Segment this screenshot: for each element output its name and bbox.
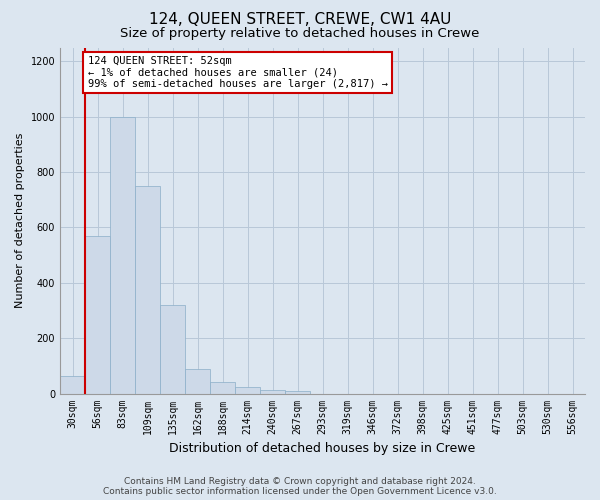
Bar [85,236,110,394]
Bar [210,382,235,394]
Bar [235,388,260,394]
Text: Contains HM Land Registry data © Crown copyright and database right 2024.
Contai: Contains HM Land Registry data © Crown c… [103,476,497,496]
Text: Size of property relative to detached houses in Crewe: Size of property relative to detached ho… [121,28,479,40]
Bar [110,116,135,394]
Bar [185,368,210,394]
Bar [135,186,160,394]
Y-axis label: Number of detached properties: Number of detached properties [15,133,25,308]
Bar [260,390,285,394]
Bar [285,391,310,394]
Bar [60,376,85,394]
Text: 124, QUEEN STREET, CREWE, CW1 4AU: 124, QUEEN STREET, CREWE, CW1 4AU [149,12,451,28]
X-axis label: Distribution of detached houses by size in Crewe: Distribution of detached houses by size … [169,442,476,455]
Text: 124 QUEEN STREET: 52sqm
← 1% of detached houses are smaller (24)
99% of semi-det: 124 QUEEN STREET: 52sqm ← 1% of detached… [88,56,388,89]
Bar [160,305,185,394]
